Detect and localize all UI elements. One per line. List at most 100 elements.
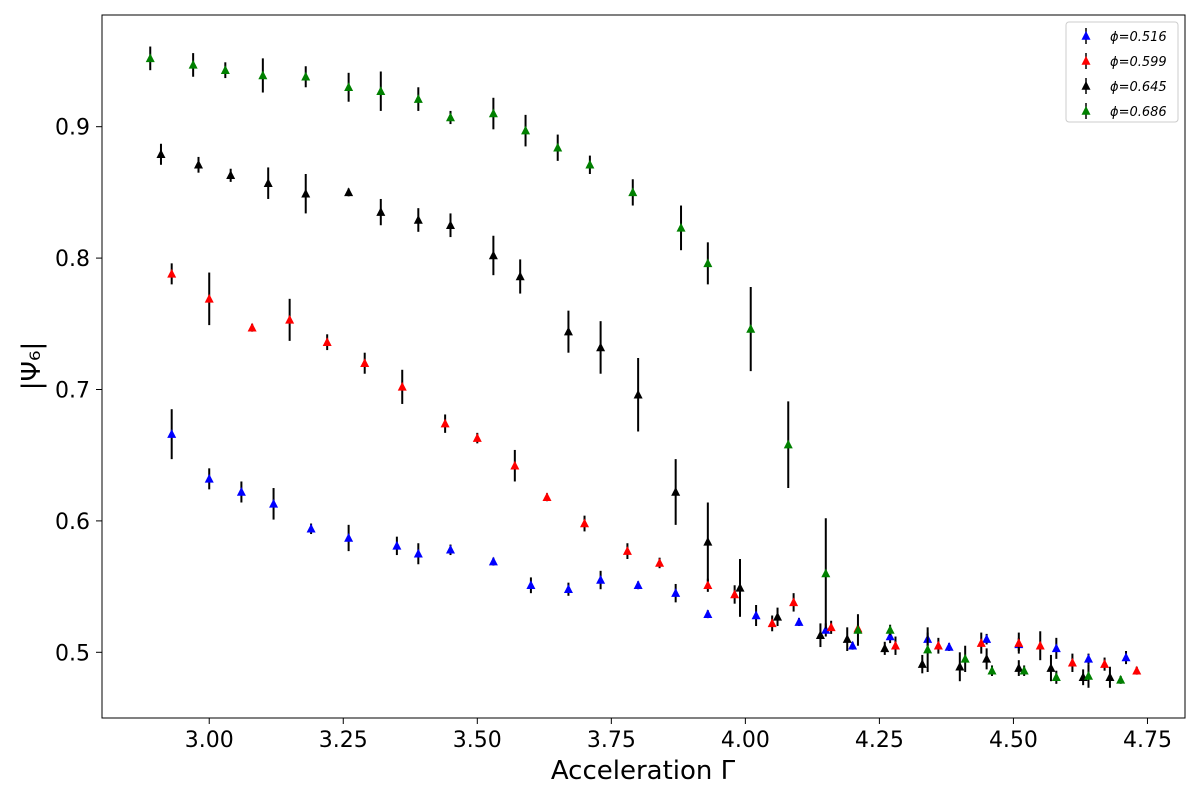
data-point <box>735 582 745 592</box>
data-point <box>515 271 525 281</box>
legend-box <box>1065 21 1179 123</box>
x-tick-label: 3.75 <box>587 728 636 753</box>
data-point <box>1051 643 1061 653</box>
data-point <box>917 659 927 668</box>
x-tick-label: 3.50 <box>453 728 502 753</box>
data-point <box>563 584 573 593</box>
data-point <box>585 159 595 169</box>
data-point <box>445 112 455 122</box>
data-point <box>258 70 268 80</box>
data-point <box>445 220 455 229</box>
data-point <box>1083 670 1093 680</box>
x-tick-label: 3.25 <box>319 728 368 753</box>
data-point <box>580 518 590 528</box>
data-point <box>1014 663 1024 672</box>
data-point <box>510 460 520 470</box>
data-point <box>982 634 992 643</box>
data-point <box>440 418 450 428</box>
data-point <box>1121 652 1131 662</box>
data-point <box>890 640 900 650</box>
x-tick-label: 4.50 <box>989 728 1038 753</box>
data-point <box>596 575 606 584</box>
data-point <box>789 597 799 607</box>
x-axis: 3.00 3.25 3.50 3.75 4.00 4.25 4.50 4.75 <box>185 718 1172 753</box>
data-point <box>167 429 177 438</box>
legend-marker <box>1081 56 1091 65</box>
data-point <box>982 653 992 663</box>
y-axis-label: |Ψ₆| <box>17 342 47 390</box>
data-point <box>746 324 756 333</box>
data-point <box>301 188 311 198</box>
data-points <box>145 46 1142 688</box>
data-point <box>933 640 943 650</box>
data-point <box>563 326 573 336</box>
data-point <box>826 622 836 632</box>
data-point <box>703 536 713 546</box>
data-point <box>344 532 354 542</box>
data-point <box>269 498 279 508</box>
data-point <box>848 640 858 650</box>
data-point <box>955 661 965 671</box>
data-point <box>1132 665 1142 675</box>
data-point <box>488 108 498 118</box>
data-point <box>344 187 354 197</box>
data-point <box>671 486 681 496</box>
data-point <box>263 178 273 187</box>
data-point <box>923 644 933 654</box>
data-point <box>236 486 246 496</box>
data-point <box>676 222 686 232</box>
data-point <box>773 611 783 621</box>
data-point <box>880 643 890 653</box>
x-tick-label: 4.00 <box>721 728 770 753</box>
data-point <box>553 142 563 152</box>
data-point <box>703 609 713 618</box>
data-point <box>376 86 386 95</box>
data-point <box>226 170 236 180</box>
data-point <box>247 322 257 332</box>
legend-marker <box>1081 106 1091 115</box>
data-point <box>204 473 214 483</box>
data-point <box>633 580 643 590</box>
y-tick-label: 0.5 <box>55 641 90 666</box>
data-point <box>376 207 386 216</box>
data-point <box>301 71 311 81</box>
data-point <box>1083 653 1093 663</box>
data-point <box>703 258 713 268</box>
legend-marker <box>1081 31 1091 40</box>
y-tick-label: 0.8 <box>55 247 90 272</box>
data-point <box>1014 638 1024 647</box>
data-point <box>767 618 777 628</box>
data-point <box>413 94 423 103</box>
data-point <box>188 59 198 69</box>
data-point <box>413 214 423 224</box>
data-point <box>472 433 482 442</box>
x-axis-label: Acceleration Γ <box>551 756 736 786</box>
data-point <box>596 342 606 352</box>
x-tick-label: 3.00 <box>185 728 234 753</box>
data-point <box>1046 663 1056 672</box>
series-1 <box>167 263 1142 675</box>
data-point <box>1067 657 1077 667</box>
data-point <box>397 381 407 391</box>
data-point <box>204 293 214 303</box>
legend-label: ϕ=0.599 <box>1110 55 1167 70</box>
data-point <box>944 642 954 651</box>
data-point <box>1100 659 1110 668</box>
data-point <box>628 187 638 197</box>
data-point <box>730 589 740 599</box>
data-point <box>633 389 643 399</box>
data-point <box>703 580 713 590</box>
data-point <box>413 548 423 558</box>
data-point <box>1051 672 1061 682</box>
y-tick-label: 0.9 <box>55 116 90 141</box>
legend-label: ϕ=0.516 <box>1110 30 1167 45</box>
data-point <box>488 250 498 260</box>
legend: ϕ=0.516 ϕ=0.599 ϕ=0.645 ϕ=0.686 <box>1065 21 1179 123</box>
legend-label: ϕ=0.686 <box>1110 105 1167 120</box>
data-point <box>853 624 863 634</box>
data-point <box>885 624 895 634</box>
data-point <box>1019 665 1029 675</box>
data-point <box>655 557 665 567</box>
